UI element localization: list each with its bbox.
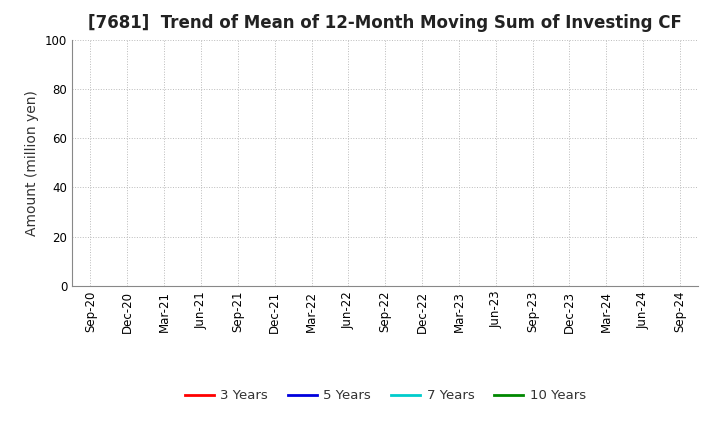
- Y-axis label: Amount (million yen): Amount (million yen): [25, 90, 40, 236]
- Title: [7681]  Trend of Mean of 12-Month Moving Sum of Investing CF: [7681] Trend of Mean of 12-Month Moving …: [89, 15, 682, 33]
- Legend: 3 Years, 5 Years, 7 Years, 10 Years: 3 Years, 5 Years, 7 Years, 10 Years: [179, 384, 591, 407]
